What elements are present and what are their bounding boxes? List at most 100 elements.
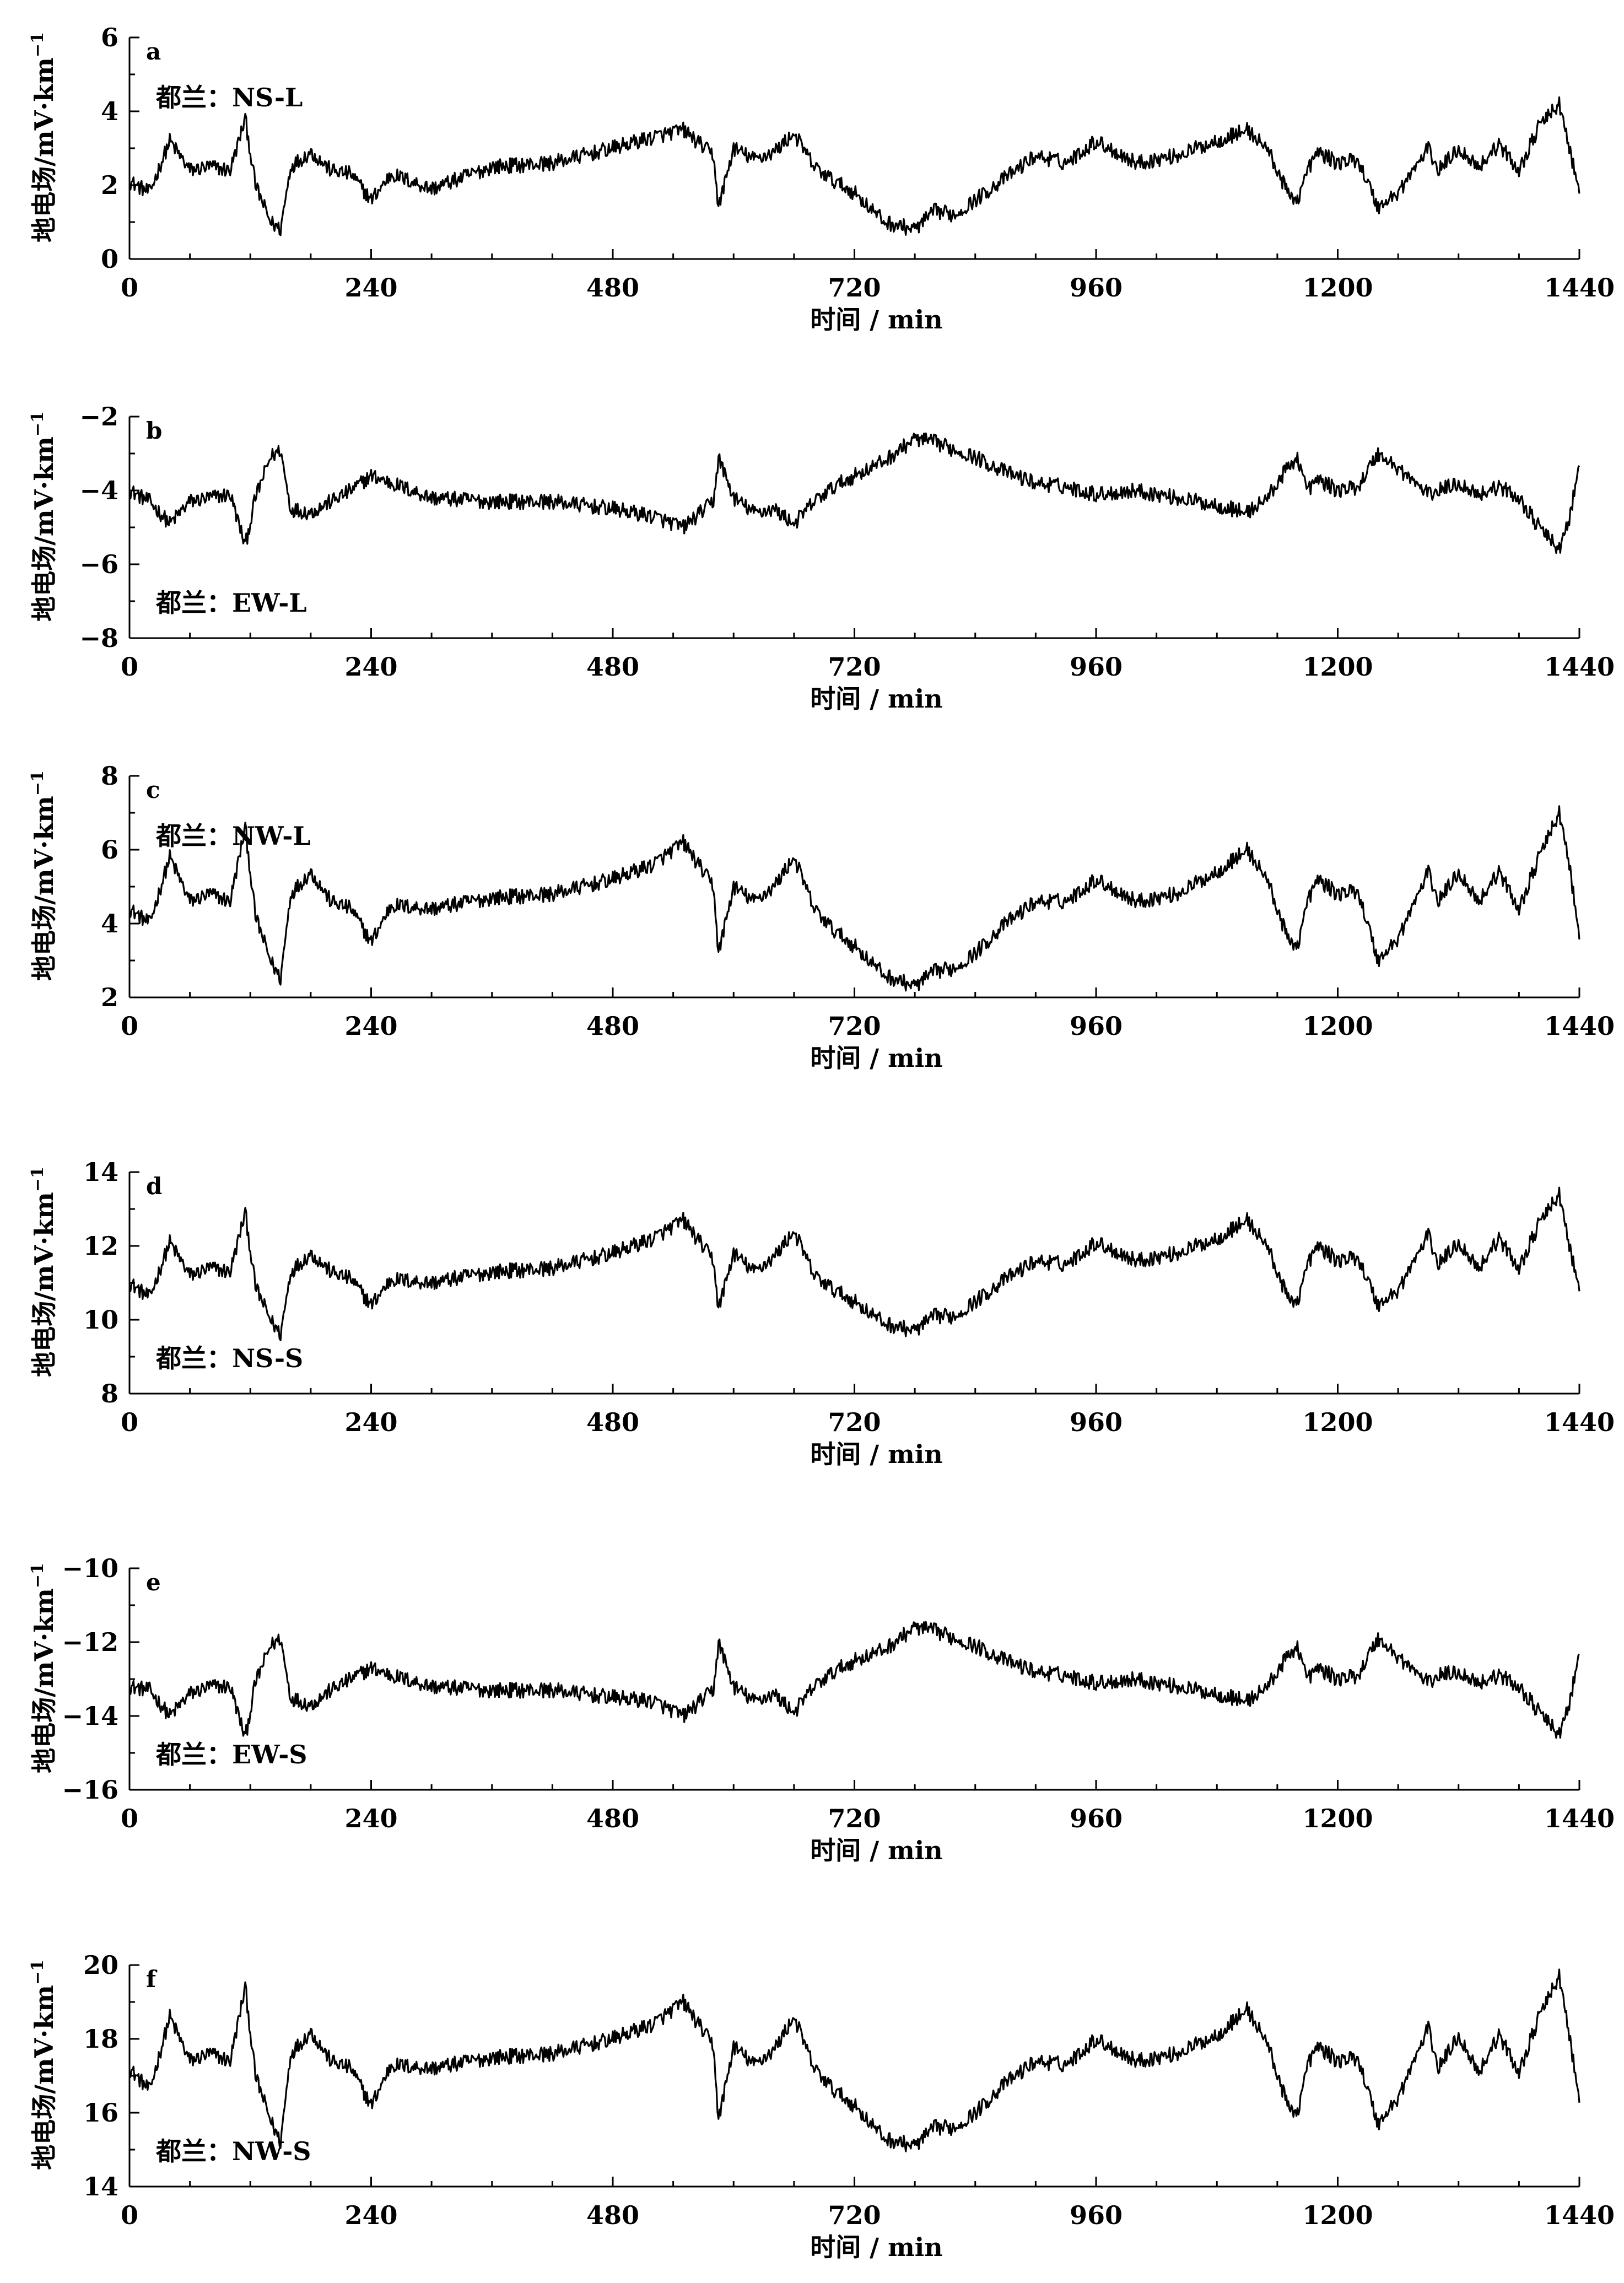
x-tick-label: 960 <box>1070 1407 1123 1437</box>
x-tick-label: 240 <box>344 1407 397 1437</box>
station-label: 都兰：EW-S <box>155 1740 307 1769</box>
y-tick-label: −2 <box>79 402 118 431</box>
x-tick-label: 480 <box>586 1011 639 1041</box>
y-axis-title: 地电场/mV·km−1 <box>28 411 59 622</box>
y-axis-title-sup: −1 <box>28 770 47 796</box>
y-axis-title-main: 地电场/mV·km <box>29 1985 59 2170</box>
x-tick-label: 1440 <box>1544 1804 1615 1833</box>
panel-letter: b <box>146 417 162 444</box>
x-tick-label: 720 <box>828 273 881 303</box>
y-tick-label: 4 <box>101 96 118 126</box>
x-tick-label: 720 <box>828 652 881 682</box>
x-tick-label: 240 <box>344 1804 397 1833</box>
x-tick-label: 480 <box>586 652 639 682</box>
x-tick-label: 0 <box>121 1804 138 1833</box>
series-line <box>128 1968 1580 2152</box>
panel-e: 0 240 480 720 960 1200 1440 −16 −14 −12 −10 时间 / mi… <box>28 1553 1615 1865</box>
x-tick-label: 1440 <box>1544 2200 1615 2230</box>
x-tick-label: 0 <box>121 273 138 303</box>
station-label: 都兰：NS-S <box>155 1343 303 1373</box>
x-tick-label: 1200 <box>1302 273 1373 303</box>
y-axis-title-main: 地电场/mV·km <box>29 436 59 622</box>
x-tick-label: 240 <box>344 652 397 682</box>
panel-a: 0 240 480 720 960 1200 1440 0 2 4 6 时间 / min 地电场/mV·… <box>28 23 1615 334</box>
x-tick-label: 1440 <box>1544 652 1615 682</box>
y-tick-label: −8 <box>79 623 118 653</box>
y-axis-title-sup: −1 <box>28 411 47 436</box>
x-tick-label: 0 <box>121 652 138 682</box>
x-axis-title: 时间 / min <box>810 2232 942 2262</box>
y-tick-label: 6 <box>101 23 118 52</box>
y-tick-label: −16 <box>62 1775 118 1805</box>
x-tick-label: 240 <box>344 2200 397 2230</box>
panel-b: 0 240 480 720 960 1200 1440 −8 −6 −4 −2 时间 / min 地电场… <box>28 402 1615 714</box>
y-tick-label: 18 <box>83 2024 118 2054</box>
y-axis-title: 地电场/mV·km−1 <box>28 32 59 242</box>
y-axis-title-main: 地电场/mV·km <box>29 1588 59 1773</box>
x-axis-title: 时间 / min <box>810 1439 942 1469</box>
x-tick-label: 1200 <box>1302 1011 1373 1041</box>
y-axis-title-sup: −1 <box>28 1167 47 1192</box>
y-tick-label: −12 <box>62 1627 118 1657</box>
x-tick-label: 0 <box>121 2200 138 2230</box>
x-tick-label: 1440 <box>1544 1407 1615 1437</box>
y-tick-label: 10 <box>83 1305 118 1335</box>
y-tick-label: 4 <box>101 909 118 938</box>
x-tick-label: 1200 <box>1302 1804 1373 1833</box>
y-tick-label: 2 <box>101 983 118 1012</box>
x-tick-label: 240 <box>344 1011 397 1041</box>
y-axis-title-sup: −1 <box>28 1960 47 1985</box>
x-axis-title: 时间 / min <box>810 305 942 334</box>
panel-letter: a <box>146 38 161 65</box>
y-axis-title: 地电场/mV·km−1 <box>28 1167 59 1377</box>
x-tick-label: 0 <box>121 1407 138 1437</box>
y-tick-label: −6 <box>79 549 118 579</box>
y-axis-title-main: 地电场/mV·km <box>29 1192 59 1377</box>
panel-letter: e <box>146 1569 161 1596</box>
y-tick-label: 2 <box>101 170 118 200</box>
series-line <box>129 96 1580 236</box>
x-axis-title: 时间 / min <box>810 1836 942 1865</box>
y-tick-label: 0 <box>101 244 118 274</box>
y-tick-label: 16 <box>83 2098 118 2128</box>
y-tick-label: 20 <box>83 1950 118 1980</box>
y-axis-title: 地电场/mV·km−1 <box>28 1960 59 2170</box>
x-tick-label: 960 <box>1070 1011 1123 1041</box>
y-axis-title-main: 地电场/mV·km <box>29 57 59 242</box>
series-line <box>129 805 1580 992</box>
y-axis-title-sup: −1 <box>28 32 47 57</box>
x-tick-label: 720 <box>828 2200 881 2230</box>
y-axis-title-sup: −1 <box>28 1563 47 1588</box>
y-tick-label: −14 <box>62 1701 118 1731</box>
x-tick-label: 0 <box>121 1011 138 1041</box>
x-tick-label: 720 <box>828 1011 881 1041</box>
x-tick-label: 1440 <box>1544 1011 1615 1041</box>
station-label: 都兰：NW-S <box>155 2136 311 2166</box>
x-tick-label: 960 <box>1070 273 1123 303</box>
y-tick-label: 14 <box>83 1157 118 1187</box>
panel-d: 0 240 480 720 960 1200 1440 8 10 12 14 时间 / min 地电场/… <box>28 1157 1615 1469</box>
x-tick-label: 480 <box>586 273 639 303</box>
x-tick-label: 480 <box>586 2200 639 2230</box>
x-tick-label: 720 <box>828 1407 881 1437</box>
y-tick-label: 8 <box>101 761 118 791</box>
x-tick-label: 480 <box>586 1804 639 1833</box>
station-label: 都兰：NW-L <box>155 821 311 851</box>
x-tick-label: 1200 <box>1302 652 1373 682</box>
series-line <box>129 1186 1580 1341</box>
x-tick-label: 960 <box>1070 2200 1123 2230</box>
x-tick-label: 1440 <box>1544 273 1615 303</box>
x-tick-label: 480 <box>586 1407 639 1437</box>
y-tick-label: 14 <box>83 2172 118 2201</box>
series-line <box>129 432 1580 554</box>
series-line <box>129 1621 1580 1739</box>
panel-letter: f <box>146 1966 158 1993</box>
x-tick-label: 960 <box>1070 652 1123 682</box>
y-tick-label: 12 <box>83 1231 118 1261</box>
y-axis-title: 地电场/mV·km−1 <box>28 770 59 981</box>
y-axis-title: 地电场/mV·km−1 <box>28 1563 59 1773</box>
station-label: 都兰：NS-L <box>155 83 303 112</box>
y-tick-label: −4 <box>79 476 118 505</box>
y-tick-label: −10 <box>62 1553 118 1583</box>
